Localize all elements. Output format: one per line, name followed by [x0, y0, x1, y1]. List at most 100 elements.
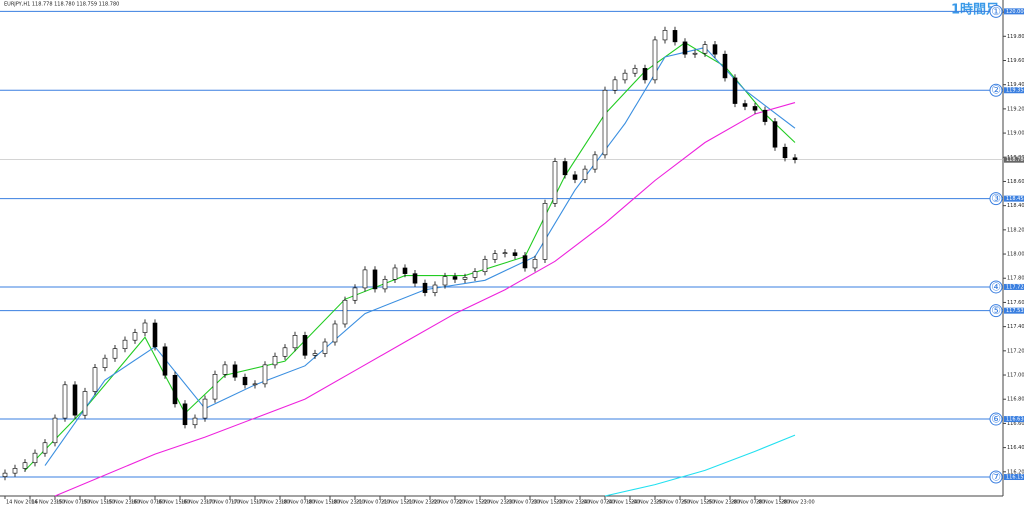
candle-body	[782, 146, 788, 159]
x-tick-label: 21 Nov 15:00	[381, 500, 415, 506]
candle-body	[32, 452, 38, 464]
level-marker: ⑥	[991, 413, 1001, 426]
candle-body	[382, 279, 388, 290]
x-tick-label: 16 Nov 23:00	[181, 500, 215, 506]
candle-body	[2, 472, 8, 477]
candle-body	[742, 103, 748, 107]
x-tick-label: 24 Nov 15:00	[606, 500, 640, 506]
level-price-label: 117.728	[1006, 284, 1024, 290]
candle-body	[22, 462, 28, 469]
y-tick-label: 117.000	[1007, 373, 1024, 379]
candle-body	[562, 161, 568, 176]
candle-body	[442, 276, 448, 286]
candle-body	[322, 341, 328, 354]
candle-body	[72, 384, 78, 416]
moving-average-line	[54, 102, 796, 497]
candle-body	[622, 72, 628, 81]
x-tick-label: 18 Nov 15:00	[306, 500, 340, 506]
candle-body	[682, 41, 688, 55]
candle-body	[752, 106, 758, 111]
y-tick-label: 116.200	[1007, 469, 1024, 475]
candle-body	[242, 376, 248, 386]
x-tick-label: 15 Nov 07:00	[56, 500, 90, 506]
level-marker-circle	[989, 304, 1003, 318]
candle-body	[642, 68, 648, 81]
symbol-info: EURJPY,H1 118.778 118.780 118.759 118.78…	[4, 2, 119, 8]
y-tick-label: 117.800	[1007, 276, 1024, 282]
x-tick-label: 25 Nov 07:00	[656, 500, 690, 506]
candle-body	[532, 259, 538, 269]
level-marker-circle	[989, 4, 1003, 18]
level-marker: ①	[991, 5, 1001, 18]
candle-body	[212, 373, 218, 400]
moving-average-line	[604, 434, 796, 497]
level-marker-circle	[989, 83, 1003, 97]
level-marker: ⑦	[991, 471, 1001, 484]
x-tick-label: 22 Nov 23:00	[481, 500, 515, 506]
candle-body	[662, 30, 668, 41]
candle-body	[522, 255, 528, 269]
level-marker: ③	[991, 192, 1001, 205]
x-tick-label: 14 Nov 23:00	[31, 500, 65, 506]
x-tick-label: 16 Nov 07:00	[131, 500, 165, 506]
candle-body	[312, 353, 318, 356]
level-marker: ④	[991, 280, 1001, 293]
level-price-label: 119.354	[1006, 88, 1024, 94]
candle-body	[262, 364, 268, 385]
y-tick-label: 116.800	[1007, 397, 1024, 403]
x-tick-label: 14 Nov 2016	[6, 500, 38, 506]
candle-body	[52, 417, 58, 444]
level-marker: ⑤	[991, 304, 1001, 317]
candle-body	[392, 267, 398, 280]
x-tick-label: 17 Nov 07:00	[206, 500, 240, 506]
x-tick-label: 17 Nov 15:00	[231, 500, 265, 506]
level-marker-circle	[989, 280, 1003, 294]
candle-body	[232, 364, 238, 378]
candle-body	[372, 269, 378, 290]
candle-body	[272, 355, 278, 366]
y-tick-label: 119.400	[1007, 82, 1024, 88]
x-tick-label: 28 Nov 07:00	[731, 500, 765, 506]
x-tick-label: 18 Nov 07:00	[281, 500, 315, 506]
candle-body	[92, 367, 98, 392]
candle-body	[582, 168, 588, 180]
candle-body	[772, 121, 778, 148]
level-marker-circle	[989, 192, 1003, 206]
y-tick-label: 116.600	[1007, 421, 1024, 427]
candle-body	[252, 383, 258, 386]
candle-body	[672, 30, 678, 43]
x-tick-label: 24 Nov 07:00	[581, 500, 615, 506]
x-tick-label: 28 Nov 23:00	[781, 500, 815, 506]
candle-body	[632, 68, 638, 74]
candle-body	[792, 157, 798, 160]
x-tick-label: 18 Nov 23:00	[331, 500, 365, 506]
y-tick-label: 119.200	[1007, 106, 1024, 112]
candle-body	[492, 253, 498, 260]
candle-body	[342, 299, 348, 325]
candle-body	[222, 364, 228, 375]
candle-body	[552, 161, 558, 204]
candle-body	[42, 442, 48, 454]
y-tick-label: 118.600	[1007, 179, 1024, 185]
candle-body	[82, 391, 88, 416]
candle-body	[182, 403, 188, 426]
candle-body	[292, 335, 298, 349]
x-tick-label: 16 Nov 15:00	[156, 500, 190, 506]
candle-body	[472, 271, 478, 278]
level-price-box	[1004, 87, 1024, 94]
candle-body	[452, 276, 458, 280]
candle-body	[592, 154, 598, 170]
level-price-box	[1004, 474, 1024, 481]
x-tick-label: 25 Nov 23:00	[706, 500, 740, 506]
candle-body	[482, 259, 488, 273]
candle-body	[732, 77, 738, 104]
candle-body	[282, 347, 288, 357]
x-tick-label: 23 Nov 15:00	[531, 500, 565, 506]
candle-body	[352, 287, 358, 301]
x-tick-label: 23 Nov 07:00	[506, 500, 540, 506]
candle-body	[12, 468, 18, 474]
y-tick-label: 117.200	[1007, 348, 1024, 354]
x-tick-label: 25 Nov 15:00	[681, 500, 715, 506]
candle-body	[162, 346, 168, 376]
chart-title: 1時間足	[951, 2, 1000, 18]
